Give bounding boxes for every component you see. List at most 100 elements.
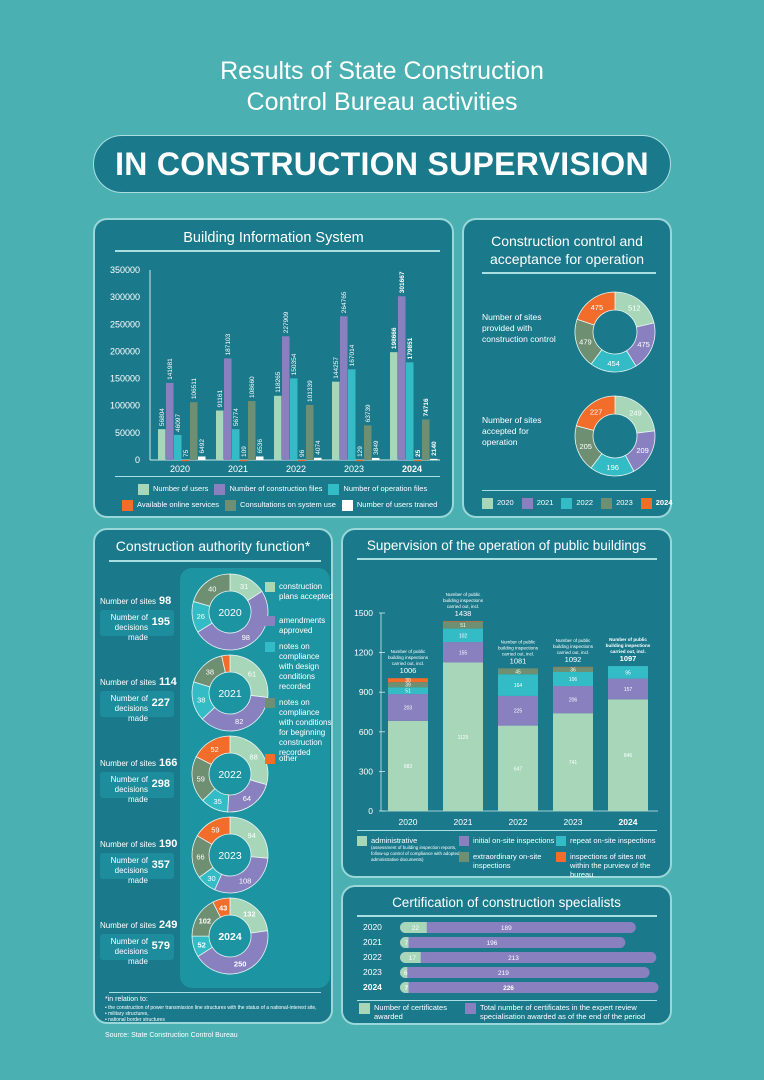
bar <box>298 459 306 462</box>
total-label: 1438 <box>455 609 472 618</box>
slice-label: 479 <box>579 337 592 346</box>
total-caption: building inspections <box>443 598 484 603</box>
data-label: 96 <box>299 449 306 457</box>
decisions-count: Number of decisions made 579 <box>100 934 174 966</box>
total-caption: Number of public <box>609 637 647 642</box>
slice-label: 30 <box>207 874 215 883</box>
footnote-3: • national border structures <box>105 1017 165 1023</box>
bar <box>190 402 198 460</box>
x-tick-label: 2024 <box>402 464 422 474</box>
legend-label: 2021 <box>536 498 554 507</box>
ops-legend-repeat: repeat on-site inspections <box>556 836 655 846</box>
stacked-bar-segment <box>553 685 593 714</box>
slice-label: 249 <box>629 409 642 418</box>
control-label-2: Number of sites accepted for operation <box>482 415 542 447</box>
ops-legend-admin: administrative (assessment of building i… <box>357 836 467 863</box>
data-label: 46097 <box>175 414 182 432</box>
divider <box>109 992 321 993</box>
data-label: 264765 <box>341 291 348 313</box>
donut-slice <box>196 816 231 845</box>
sites-count: Number of sites 166 <box>100 757 178 769</box>
data-label: 6492 <box>199 439 206 454</box>
total-caption: building inspections <box>388 655 429 660</box>
legend-label: administrative <box>371 836 418 845</box>
ops-panel: Supervision of the operation of public b… <box>341 528 672 879</box>
segment-label: 846 <box>624 753 633 759</box>
divider <box>109 560 321 562</box>
slice-label: 512 <box>628 304 641 313</box>
data-label: 129 <box>357 446 364 457</box>
control-donuts: 512 475 454 479 475 249 209 196 205 227 <box>574 291 656 477</box>
bis-chart: 0 50000 100000 150000 200000 250000 300000 3500… <box>110 265 440 474</box>
stacked-bar-segment <box>498 695 538 726</box>
legend-label: Total number of certificates in the expe… <box>480 1003 646 1021</box>
x-tick-label: 2022 <box>509 817 528 827</box>
total-label: 226 <box>503 985 514 992</box>
bar <box>348 369 356 460</box>
y-tick-label: 0 <box>368 806 373 816</box>
sites-count: Number of sites 190 <box>100 838 178 850</box>
bar <box>390 352 398 460</box>
slice-label: 35 <box>213 797 221 806</box>
bis-legend-row-1: Number of users Number of construction f… <box>138 484 427 495</box>
data-label: 56774 <box>233 408 240 426</box>
y-category-label: 2023 <box>363 967 382 977</box>
segment-label: 51 <box>405 689 411 695</box>
ops-legend-other: inspections of sites not within the purv… <box>556 852 656 879</box>
legend-swatch <box>601 498 613 509</box>
bis-legend-row-2: Available online services Consultations … <box>122 500 437 511</box>
donut-slice <box>214 856 269 894</box>
legend-label: amendments approved <box>279 616 326 635</box>
x-tick-label: 2022 <box>286 464 306 474</box>
total-caption: Number of public <box>556 638 591 643</box>
legend-label: 2023 <box>616 498 633 507</box>
data-label: 91161 <box>217 390 224 408</box>
total-caption: building inspections <box>498 645 539 650</box>
data-label: 2140 <box>431 441 438 456</box>
total-caption: Number of public <box>446 592 481 597</box>
divider <box>357 1000 657 1001</box>
slice-label: 59 <box>197 774 205 783</box>
cert-panel: Certification of construction specialist… <box>341 885 672 1025</box>
slice-label: 102 <box>199 917 212 926</box>
control-legend: 2020 2021 2022 2023 2024 <box>482 498 680 509</box>
stacked-bar-segment <box>498 668 538 675</box>
y-tick-label: 0 <box>135 455 140 465</box>
legend-label: Available online services <box>137 500 219 509</box>
stacked-bar-segment <box>443 662 483 811</box>
control-label-1: Number of sites provided with constructi… <box>482 312 556 344</box>
legend-swatch <box>265 582 275 592</box>
legend-swatch <box>556 852 566 862</box>
total-caption: Number of public <box>391 649 426 654</box>
legend-item: construction plans accepted <box>265 582 335 602</box>
decisions-count: Number of decisions made 227 <box>100 691 174 723</box>
slice-label: 43 <box>219 903 227 912</box>
legend-label: Number of construction files <box>229 484 323 493</box>
awarded-bar <box>400 922 427 933</box>
slice-label: 108 <box>239 876 252 885</box>
stacked-bar-segment <box>498 674 538 696</box>
total-label: 1097 <box>620 654 637 663</box>
slice-label: 61 <box>248 669 256 678</box>
slice-label: 38 <box>197 696 205 705</box>
sites-count: Number of sites 249 <box>100 919 178 931</box>
slice-label: 59 <box>211 825 219 834</box>
x-tick-label: 2021 <box>454 817 473 827</box>
awarded-label: 6 <box>404 970 408 977</box>
bar <box>166 382 174 460</box>
title-line-2: Control Bureau activities <box>246 88 518 116</box>
footnote-2: • military structures, <box>105 1011 149 1017</box>
ops-chart: 0300600900120015006832035139301006Number… <box>354 592 658 827</box>
segment-label: 157 <box>624 687 633 693</box>
legend-label: other <box>279 754 298 763</box>
donut-slice <box>575 395 616 431</box>
stacked-bar-segment <box>388 682 428 688</box>
segment-label: 102 <box>459 633 468 639</box>
data-label: 144257 <box>333 357 340 379</box>
stacked-bar-segment <box>443 621 483 629</box>
y-tick-label: 1500 <box>354 608 373 618</box>
y-category-label: 2024 <box>363 982 382 992</box>
bar <box>406 362 414 460</box>
data-label: 75 <box>183 449 190 457</box>
x-tick-label: 2020 <box>170 464 190 474</box>
